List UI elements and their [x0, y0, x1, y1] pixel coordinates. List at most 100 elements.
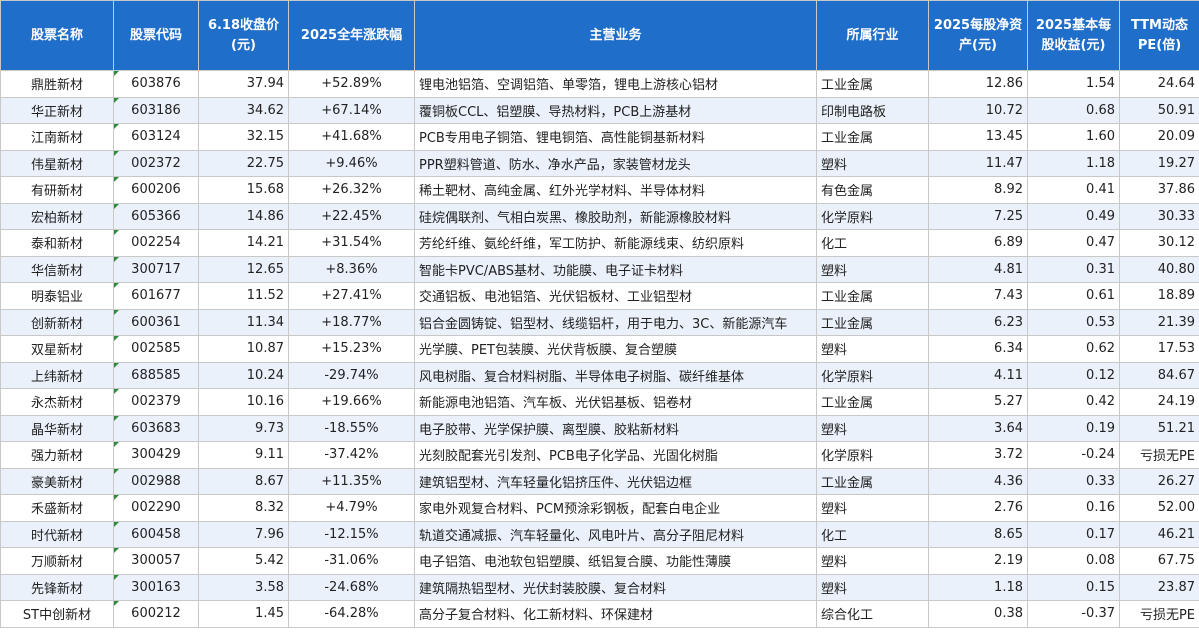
annual-change-cell: +18.77% — [288, 308, 415, 336]
table-row: 永杰新材 002379 10.16 +19.66% 新能源电池铝箔、汽车板、光伏铝基板、… — [0, 388, 1199, 416]
stock-code-cell: 002379 — [113, 388, 199, 416]
net-assets-cell: 5.27 — [928, 388, 1028, 416]
stock-code-cell: 600458 — [113, 520, 199, 548]
pe-cell: 37.86 — [1119, 176, 1199, 204]
eps-cell: 0.62 — [1027, 335, 1120, 363]
net-assets-cell: 12.86 — [928, 70, 1028, 98]
annual-change-cell: +15.23% — [288, 335, 415, 363]
stock-name-cell: 永杰新材 — [0, 388, 114, 416]
table-row: 创新新材 600361 11.34 +18.77% 铝合金圆铸锭、铝型材、线缆铝杆，用于… — [0, 308, 1199, 336]
industry-cell: 化学原料 — [816, 202, 929, 230]
annual-change-cell: -12.15% — [288, 520, 415, 548]
industry-cell: 综合化工 — [816, 600, 929, 628]
table-row: 先锋新材 300163 3.58 -24.68% 建筑隔热铝型材、光伏封装胶膜、复合材料… — [0, 573, 1199, 601]
eps-cell: 0.47 — [1027, 229, 1120, 257]
stock-name-cell: 泰和新材 — [0, 229, 114, 257]
close-price-cell: 9.11 — [198, 441, 289, 469]
eps-cell: 1.18 — [1027, 149, 1120, 177]
stock-name-cell: 豪美新材 — [0, 467, 114, 495]
pe-cell: 40.80 — [1119, 255, 1199, 283]
pe-cell: 52.00 — [1119, 494, 1199, 522]
eps-cell: 0.31 — [1027, 255, 1120, 283]
pe-cell: 17.53 — [1119, 335, 1199, 363]
close-price-cell: 7.96 — [198, 520, 289, 548]
stock-code-cell: 605366 — [113, 202, 199, 230]
close-price-cell: 22.75 — [198, 149, 289, 177]
net-assets-cell: 8.65 — [928, 520, 1028, 548]
eps-cell: -0.37 — [1027, 600, 1120, 628]
stock-name-cell: 禾盛新材 — [0, 494, 114, 522]
pe-cell: 24.64 — [1119, 70, 1199, 98]
pe-cell: 亏损无PE — [1119, 441, 1199, 469]
header-net-assets: 2025每股净资产(元) — [928, 0, 1028, 71]
annual-change-cell: +31.54% — [288, 229, 415, 257]
eps-cell: 0.12 — [1027, 361, 1120, 389]
main-business-cell: 芳纶纤维、氨纶纤维，军工防护、新能源线束、纺织原料 — [414, 229, 817, 257]
table-row: 时代新材 600458 7.96 -12.15% 轨道交通减振、汽车轻量化、风电叶片、高… — [0, 520, 1199, 548]
close-price-cell: 5.42 — [198, 547, 289, 575]
eps-cell: 0.68 — [1027, 96, 1120, 124]
annual-change-cell: +26.32% — [288, 176, 415, 204]
main-business-cell: 硅烷偶联剂、气相白炭黑、橡胶助剂，新能源橡胶材料 — [414, 202, 817, 230]
eps-cell: 0.42 — [1027, 388, 1120, 416]
close-price-cell: 9.73 — [198, 414, 289, 442]
net-assets-cell: 6.23 — [928, 308, 1028, 336]
pe-cell: 20.09 — [1119, 123, 1199, 151]
close-price-cell: 1.45 — [198, 600, 289, 628]
stock-code-cell: 688585 — [113, 361, 199, 389]
close-price-cell: 10.24 — [198, 361, 289, 389]
close-price-cell: 11.34 — [198, 308, 289, 336]
header-close-price: 6.18收盘价(元) — [198, 0, 289, 71]
header-annual-change: 2025全年涨跌幅 — [288, 0, 415, 71]
eps-cell: 0.16 — [1027, 494, 1120, 522]
table-row: 泰和新材 002254 14.21 +31.54% 芳纶纤维、氨纶纤维，军工防护、新能源… — [0, 229, 1199, 257]
net-assets-cell: 7.43 — [928, 282, 1028, 310]
net-assets-cell: 2.76 — [928, 494, 1028, 522]
net-assets-cell: 4.81 — [928, 255, 1028, 283]
stock-name-cell: 江南新材 — [0, 123, 114, 151]
eps-cell: 0.17 — [1027, 520, 1120, 548]
stock-name-cell: 明泰铝业 — [0, 282, 114, 310]
main-business-cell: 轨道交通减振、汽车轻量化、风电叶片、高分子阻尼材料 — [414, 520, 817, 548]
stock-code-cell: 600206 — [113, 176, 199, 204]
table-row: 禾盛新材 002290 8.32 +4.79% 家电外观复合材料、PCM预涂彩钢板，配套… — [0, 494, 1199, 522]
main-business-cell: 交通铝板、电池铝箔、光伏铝板材、工业铝型材 — [414, 282, 817, 310]
table-body: 鼎胜新材 603876 37.94 +52.89% 锂电池铝箔、空调铝箔、单零箔，锂电上… — [0, 70, 1199, 628]
stock-name-cell: 有研新材 — [0, 176, 114, 204]
header-main-business: 主营业务 — [414, 0, 817, 71]
main-business-cell: 高分子复合材料、化工新材料、环保建材 — [414, 600, 817, 628]
table-row: 有研新材 600206 15.68 +26.32% 稀土靶材、高纯金属、红外光学材料、半… — [0, 176, 1199, 204]
annual-change-cell: +8.36% — [288, 255, 415, 283]
stock-name-cell: 华信新材 — [0, 255, 114, 283]
header-pe: TTM动态PE(倍) — [1119, 0, 1199, 71]
close-price-cell: 10.16 — [198, 388, 289, 416]
stock-name-cell: 强力新材 — [0, 441, 114, 469]
stock-name-cell: 万顺新材 — [0, 547, 114, 575]
stock-code-cell: 603876 — [113, 70, 199, 98]
annual-change-cell: +4.79% — [288, 494, 415, 522]
close-price-cell: 3.58 — [198, 573, 289, 601]
close-price-cell: 11.52 — [198, 282, 289, 310]
close-price-cell: 8.32 — [198, 494, 289, 522]
industry-cell: 塑料 — [816, 149, 929, 177]
stock-code-cell: 601677 — [113, 282, 199, 310]
table-row: 强力新材 300429 9.11 -37.42% 光刻胶配套光引发剂、PCB电子化学品、… — [0, 441, 1199, 469]
stock-code-cell: 600212 — [113, 600, 199, 628]
table-row: 上纬新材 688585 10.24 -29.74% 风电树脂、复合材料树脂、半导体电子树… — [0, 361, 1199, 389]
stock-code-cell: 300057 — [113, 547, 199, 575]
stock-name-cell: 双星新材 — [0, 335, 114, 363]
close-price-cell: 12.65 — [198, 255, 289, 283]
pe-cell: 26.27 — [1119, 467, 1199, 495]
pe-cell: 51.21 — [1119, 414, 1199, 442]
stock-code-cell: 002372 — [113, 149, 199, 177]
industry-cell: 塑料 — [816, 573, 929, 601]
table-row: 华正新材 603186 34.62 +67.14% 覆铜板CCL、铝塑膜、导热材料，PC… — [0, 96, 1199, 124]
net-assets-cell: 13.45 — [928, 123, 1028, 151]
table-row: 明泰铝业 601677 11.52 +27.41% 交通铝板、电池铝箔、光伏铝板材、工业… — [0, 282, 1199, 310]
pe-cell: 30.33 — [1119, 202, 1199, 230]
net-assets-cell: 1.18 — [928, 573, 1028, 601]
eps-cell: 0.19 — [1027, 414, 1120, 442]
pe-cell: 19.27 — [1119, 149, 1199, 177]
table-row: 江南新材 603124 32.15 +41.68% PCB专用电子铜箔、锂电铜箔、高性能… — [0, 123, 1199, 151]
eps-cell: 0.33 — [1027, 467, 1120, 495]
